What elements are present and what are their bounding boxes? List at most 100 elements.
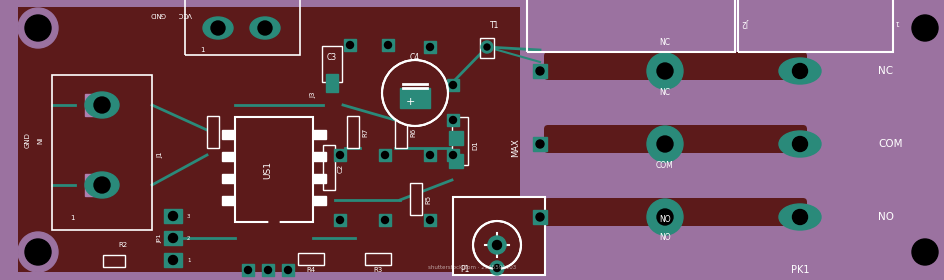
Circle shape: [535, 213, 544, 221]
Bar: [164, 231, 182, 245]
Text: 1: 1: [187, 258, 191, 262]
Bar: [164, 253, 182, 267]
Text: +: +: [406, 97, 415, 107]
Bar: [447, 79, 459, 91]
Circle shape: [93, 177, 110, 193]
Circle shape: [346, 41, 353, 48]
FancyBboxPatch shape: [544, 125, 806, 153]
Text: R2: R2: [118, 242, 127, 248]
Text: R7: R7: [362, 127, 367, 137]
Bar: [281, 264, 294, 276]
Circle shape: [904, 232, 944, 272]
Circle shape: [483, 44, 490, 50]
Bar: [312, 152, 326, 161]
Bar: [185, 0, 299, 55]
Text: GND: GND: [25, 132, 31, 148]
Bar: [527, 0, 734, 52]
Circle shape: [656, 63, 672, 79]
Circle shape: [647, 199, 683, 235]
Ellipse shape: [85, 92, 119, 118]
Circle shape: [18, 8, 58, 48]
Text: COM: COM: [655, 160, 673, 169]
Bar: [326, 74, 338, 92]
Text: NO: NO: [659, 216, 670, 225]
Bar: [532, 137, 547, 151]
Text: NO: NO: [877, 212, 893, 222]
Circle shape: [535, 140, 544, 148]
Circle shape: [480, 41, 493, 53]
Bar: [410, 183, 422, 215]
Bar: [207, 116, 219, 148]
FancyBboxPatch shape: [544, 198, 806, 226]
Circle shape: [384, 63, 445, 123]
Circle shape: [476, 224, 517, 266]
Bar: [519, 7, 924, 272]
Circle shape: [426, 216, 433, 223]
Circle shape: [269, 217, 278, 227]
Circle shape: [168, 234, 177, 242]
Text: 1: 1: [70, 215, 75, 221]
Bar: [424, 214, 435, 226]
Bar: [164, 209, 182, 223]
Bar: [52, 75, 152, 230]
Circle shape: [490, 261, 503, 275]
Bar: [222, 130, 235, 139]
Circle shape: [244, 267, 251, 274]
Text: NC: NC: [659, 38, 670, 46]
Text: 1: 1: [894, 19, 899, 25]
Ellipse shape: [85, 172, 119, 198]
Ellipse shape: [778, 58, 820, 84]
Bar: [222, 152, 235, 161]
Circle shape: [168, 211, 177, 221]
Circle shape: [25, 239, 51, 265]
Text: R1: R1: [222, 127, 228, 137]
Text: 3: 3: [187, 213, 191, 218]
Bar: [737, 0, 892, 52]
Bar: [452, 197, 545, 275]
Text: J3: J3: [310, 92, 315, 98]
Bar: [85, 94, 99, 116]
Text: D1: D1: [471, 140, 478, 150]
Text: J1: J1: [157, 152, 162, 158]
Circle shape: [18, 232, 58, 272]
Circle shape: [336, 151, 343, 158]
Circle shape: [426, 151, 433, 158]
Text: R5: R5: [425, 194, 430, 204]
Circle shape: [473, 221, 520, 269]
Bar: [297, 253, 324, 265]
Circle shape: [381, 216, 388, 223]
Circle shape: [381, 60, 447, 126]
Text: MAX: MAX: [511, 139, 520, 157]
Bar: [379, 149, 391, 161]
Bar: [323, 145, 334, 190]
Text: VCC: VCC: [177, 11, 192, 17]
Circle shape: [487, 236, 505, 254]
Bar: [381, 39, 394, 51]
Bar: [532, 64, 547, 78]
Circle shape: [656, 136, 672, 152]
Bar: [448, 154, 463, 168]
Bar: [395, 116, 407, 148]
Text: R4: R4: [306, 267, 315, 273]
FancyBboxPatch shape: [544, 52, 806, 80]
Bar: [85, 174, 99, 196]
Text: PK1: PK1: [790, 265, 808, 275]
Bar: [235, 117, 312, 222]
Circle shape: [449, 151, 456, 158]
Circle shape: [792, 137, 806, 151]
Text: NC: NC: [659, 88, 670, 97]
Bar: [333, 214, 346, 226]
Bar: [447, 149, 459, 161]
Bar: [322, 46, 342, 82]
Circle shape: [535, 67, 544, 75]
Circle shape: [168, 255, 177, 265]
Circle shape: [336, 216, 343, 223]
Circle shape: [792, 209, 806, 225]
Text: NO: NO: [659, 234, 670, 242]
Bar: [447, 114, 459, 126]
Circle shape: [25, 15, 51, 41]
Text: GND: GND: [150, 11, 166, 17]
Circle shape: [904, 8, 944, 48]
Ellipse shape: [778, 204, 820, 230]
Text: 2: 2: [187, 235, 191, 241]
